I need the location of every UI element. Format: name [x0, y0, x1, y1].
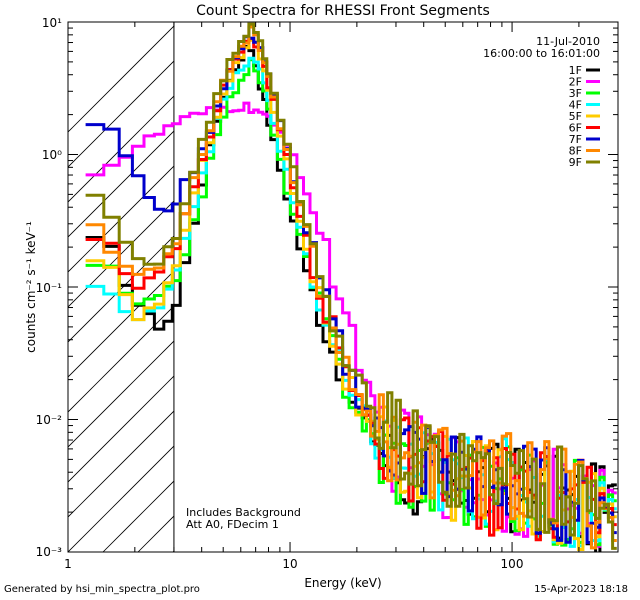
hatch-line [68, 375, 174, 483]
legend-label-8f: 8F [569, 145, 582, 158]
annotation-background: Includes Background [186, 506, 301, 519]
hatch-line [68, 270, 174, 378]
series-line-9f [85, 22, 617, 550]
footer-timestamp: 15-Apr-2023 18:18 [534, 584, 628, 595]
legend-label-2f: 2F [569, 76, 582, 89]
x-tick-label-100: 100 [501, 557, 524, 571]
legend-label-4f: 4F [569, 99, 582, 112]
legend-label-3f: 3F [569, 87, 582, 100]
hatch-line [68, 25, 174, 133]
y-tick-label-10e-1: 10⁻¹ [36, 281, 63, 295]
annotation-date: 11-Jul-2010 [536, 35, 600, 48]
x-axis-label: Energy (keV) [304, 576, 381, 590]
legend-label-7f: 7F [569, 133, 582, 146]
hatch-line [68, 60, 174, 168]
annotation-time-range: 16:00:00 to 16:01:00 [483, 47, 600, 60]
y-tick-label-10e-3: 10⁻³ [36, 545, 63, 559]
hatch-line [628, 22, 640, 552]
hatch-line [68, 95, 174, 203]
y-tick-label-10e0: 10⁰ [42, 148, 62, 162]
axis-ticks [67, 21, 619, 553]
legend-label-1f: 1F [569, 64, 582, 77]
x-tick-label-10: 10 [282, 557, 297, 571]
annotation-attenuator: Att A0, FDecim 1 [186, 518, 279, 531]
hatch-line [68, 445, 174, 552]
hatch-line [68, 410, 174, 518]
x-tick-label-1: 1 [64, 557, 72, 571]
hatch-line [68, 235, 174, 343]
y-tick-label-10e1: 10¹ [42, 16, 62, 30]
series-group [85, 22, 617, 552]
legend-label-5f: 5F [569, 110, 582, 123]
chart-title: Count Spectra for RHESSI Front Segments [196, 3, 490, 19]
footer-generator: Generated by hsi_min_spectra_plot.pro [4, 584, 200, 595]
legend-label-6f: 6F [569, 122, 582, 135]
y-axis-label: counts cm⁻² s⁻¹ keV⁻¹ [24, 221, 38, 353]
legend-label-9f: 9F [569, 156, 582, 169]
y-tick-label-10e-2: 10⁻² [36, 413, 63, 427]
